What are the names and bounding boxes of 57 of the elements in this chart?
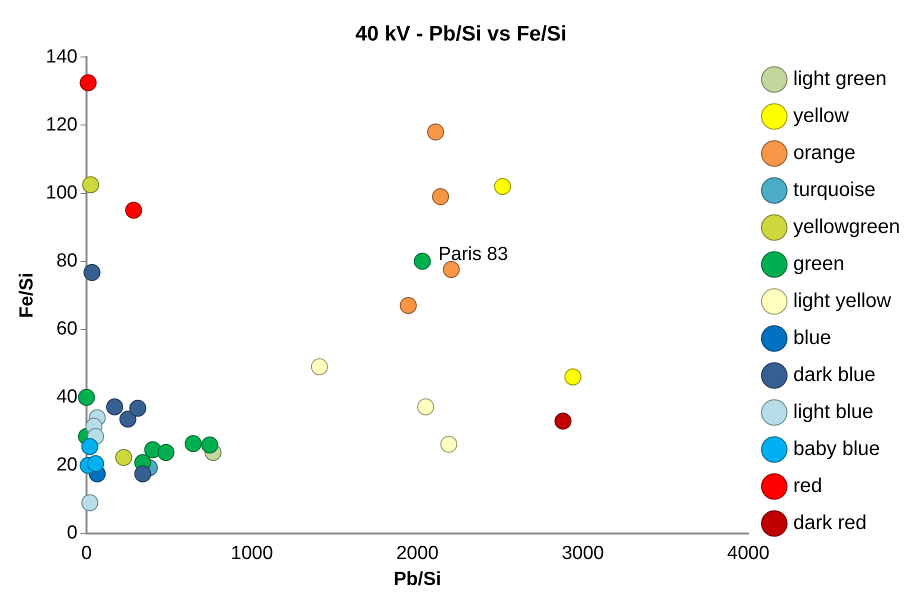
legend-label: light blue bbox=[793, 401, 874, 424]
legend-label: red bbox=[793, 475, 822, 498]
point bbox=[554, 412, 572, 430]
point bbox=[83, 264, 100, 282]
point bbox=[184, 435, 202, 452]
y-tick-label: 0 bbox=[66, 522, 78, 544]
legend-label: baby blue bbox=[793, 438, 880, 460]
point bbox=[81, 494, 98, 512]
x-axis-title: Pb/Si bbox=[394, 568, 442, 590]
point bbox=[414, 252, 431, 270]
chart-title: 40 kV - Pb/Si vs Fe/Si bbox=[355, 22, 567, 46]
point bbox=[129, 400, 146, 417]
x-tick-label: 1000 bbox=[230, 543, 274, 564]
point bbox=[87, 455, 104, 472]
y-tick-label: 120 bbox=[46, 114, 78, 136]
point bbox=[400, 297, 417, 314]
legend-label: yellow bbox=[793, 105, 850, 128]
point bbox=[442, 260, 460, 278]
point bbox=[417, 398, 434, 416]
legend-label: light green bbox=[793, 68, 887, 90]
point bbox=[125, 202, 142, 219]
y-tick-label: 100 bbox=[46, 182, 78, 204]
point bbox=[80, 74, 97, 92]
point bbox=[82, 176, 100, 194]
point bbox=[115, 449, 132, 466]
point bbox=[134, 465, 152, 482]
legend-label: yellowgreen bbox=[793, 216, 900, 238]
y-tick-label: 20 bbox=[56, 454, 78, 476]
y-tick-label: 140 bbox=[46, 46, 78, 68]
legend-label: green bbox=[793, 253, 844, 276]
y-tick-label: 80 bbox=[56, 250, 78, 272]
x-tick-label: 3000 bbox=[562, 543, 604, 564]
legend-label: dark red bbox=[793, 512, 867, 534]
y-tick-label: 40 bbox=[56, 386, 78, 408]
y-axis-title: Fe/Si bbox=[16, 272, 38, 318]
point bbox=[310, 358, 328, 376]
legend-label: dark blue bbox=[793, 364, 876, 386]
annotation: Paris 83 bbox=[438, 244, 508, 266]
x-tick-label: 2000 bbox=[396, 543, 439, 564]
point bbox=[564, 368, 582, 386]
y-tick-label: 60 bbox=[56, 318, 78, 340]
point bbox=[157, 444, 174, 461]
legend-label: blue bbox=[793, 327, 832, 350]
legend-label: light yellow bbox=[793, 290, 892, 312]
point bbox=[106, 398, 124, 416]
point bbox=[494, 178, 512, 195]
point bbox=[440, 436, 458, 453]
point bbox=[119, 410, 136, 428]
point bbox=[427, 124, 444, 141]
x-tick-label: 0 bbox=[81, 543, 92, 564]
legend-label: turquoise bbox=[793, 179, 876, 202]
point bbox=[78, 388, 95, 406]
point bbox=[81, 438, 98, 456]
point bbox=[201, 436, 218, 454]
legend-label: orange bbox=[793, 142, 856, 164]
point bbox=[432, 188, 450, 206]
x-tick-label: 4000 bbox=[727, 543, 770, 564]
